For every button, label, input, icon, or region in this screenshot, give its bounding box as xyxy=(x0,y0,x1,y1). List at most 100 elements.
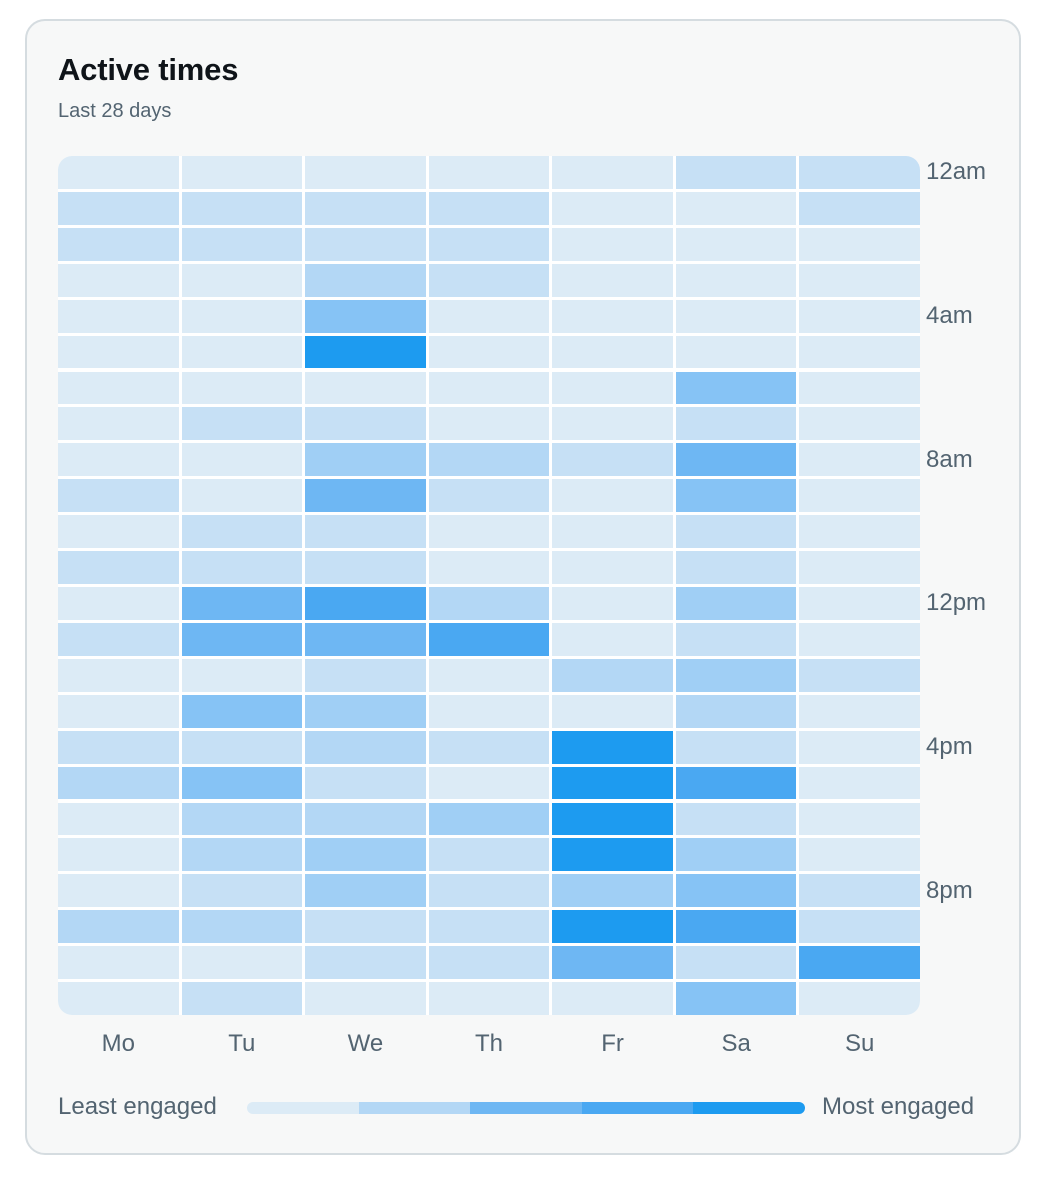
heatmap-cell xyxy=(552,299,673,333)
heatmap-cell xyxy=(58,838,179,872)
heatmap-cell xyxy=(181,371,303,405)
heatmap-cell xyxy=(428,443,550,477)
hour-tick-label: 12pm xyxy=(926,589,987,617)
legend-segment xyxy=(470,1102,582,1114)
heatmap-cell xyxy=(675,622,797,656)
heatmap-cell xyxy=(428,874,550,908)
heatmap-cell xyxy=(675,335,797,369)
hour-tick-label: 12am xyxy=(926,158,987,186)
heatmap-cell xyxy=(305,335,426,369)
heatmap-cell xyxy=(58,191,179,225)
heatmap-cell xyxy=(181,156,303,189)
heatmap-cell xyxy=(799,227,920,261)
day-tick-label: Th xyxy=(474,1030,503,1057)
hour-tick-label: 4pm xyxy=(926,733,973,761)
day-tick-label: Mo xyxy=(101,1030,135,1057)
heatmap-cell xyxy=(799,838,920,872)
heatmap-cell xyxy=(799,587,920,620)
heatmap-cell xyxy=(58,802,179,836)
heatmap-cell xyxy=(552,515,673,549)
heatmap-cell xyxy=(552,479,673,513)
heatmap-cell xyxy=(58,982,179,1015)
hour-tick-label: 8pm xyxy=(926,876,973,904)
legend-segment xyxy=(581,1102,694,1114)
heatmap-cell xyxy=(428,227,550,261)
heatmap-cell xyxy=(799,479,920,513)
heatmap-cell xyxy=(305,156,426,189)
heatmap-cell xyxy=(305,766,426,800)
heatmap-cell xyxy=(181,982,303,1015)
heatmap-cell xyxy=(305,371,426,405)
heatmap-cell xyxy=(428,156,550,189)
heatmap-cell xyxy=(181,694,303,728)
heatmap-cell xyxy=(799,371,920,405)
heatmap-cell xyxy=(552,622,673,656)
heatmap-cell xyxy=(428,694,550,728)
heatmap-cell xyxy=(675,551,797,584)
heatmap-cell xyxy=(181,191,303,225)
heatmap-cell xyxy=(181,658,303,692)
heatmap-cell xyxy=(428,766,550,800)
heatmap-cell xyxy=(305,658,426,692)
heatmap-cell xyxy=(58,371,179,405)
heatmap-cell xyxy=(675,156,797,189)
heatmap-cell xyxy=(181,874,303,908)
heatmap-cell xyxy=(675,479,797,513)
heatmap-cell xyxy=(799,946,920,980)
heatmap-cell xyxy=(799,730,920,764)
heatmap-cell xyxy=(799,982,920,1015)
heatmap-cell xyxy=(305,622,426,656)
heatmap-cell xyxy=(305,946,426,980)
heatmap-cell xyxy=(181,622,303,656)
heatmap-cell xyxy=(552,191,673,225)
heatmap-cell xyxy=(675,407,797,441)
heatmap-cell xyxy=(181,515,303,549)
hour-tick-label: 8am xyxy=(926,445,973,473)
card-subtitle: Last 28 days xyxy=(58,100,172,122)
heatmap-cell xyxy=(305,443,426,477)
heatmap-cell xyxy=(181,730,303,764)
heatmap-cell xyxy=(305,263,426,297)
heatmap-cell xyxy=(58,730,179,764)
heatmap-cell xyxy=(675,515,797,549)
legend-segment xyxy=(247,1102,359,1114)
heatmap-cell xyxy=(428,802,550,836)
heatmap-cell xyxy=(428,191,550,225)
heatmap-cell xyxy=(181,946,303,980)
heatmap-cell xyxy=(181,443,303,477)
heatmap-cell xyxy=(799,515,920,549)
heatmap-cell xyxy=(181,551,303,584)
heatmap-cell xyxy=(552,407,673,441)
heatmap-cell xyxy=(428,910,550,944)
heatmap-cell xyxy=(675,946,797,980)
heatmap-cell xyxy=(552,730,673,764)
day-tick-label: We xyxy=(347,1030,384,1057)
heatmap-cell xyxy=(675,371,797,405)
heatmap-cell xyxy=(428,551,550,584)
heatmap-cell xyxy=(305,299,426,333)
heatmap-cell xyxy=(181,227,303,261)
heatmap-cell xyxy=(675,838,797,872)
heatmap-cell xyxy=(799,802,920,836)
heatmap-cell xyxy=(552,766,673,800)
heatmap-cell xyxy=(675,802,797,836)
heatmap-cell xyxy=(58,874,179,908)
heatmap-cell xyxy=(58,766,179,800)
heatmap-cell xyxy=(181,335,303,369)
heatmap-cell xyxy=(181,766,303,800)
heatmap-cell xyxy=(675,443,797,477)
heatmap-cell xyxy=(552,946,673,980)
heatmap-cell xyxy=(799,874,920,908)
heatmap-cell xyxy=(58,551,179,584)
heatmap-cell xyxy=(305,802,426,836)
heatmap-cell xyxy=(799,407,920,441)
heatmap-cell xyxy=(58,335,179,369)
heatmap-cell xyxy=(428,587,550,620)
heatmap-cell xyxy=(305,191,426,225)
heatmap-cell xyxy=(675,694,797,728)
heatmap-cell xyxy=(552,587,673,620)
heatmap-cell xyxy=(799,335,920,369)
heatmap-cell xyxy=(675,587,797,620)
heatmap-cell xyxy=(552,802,673,836)
legend-segment xyxy=(693,1102,805,1114)
